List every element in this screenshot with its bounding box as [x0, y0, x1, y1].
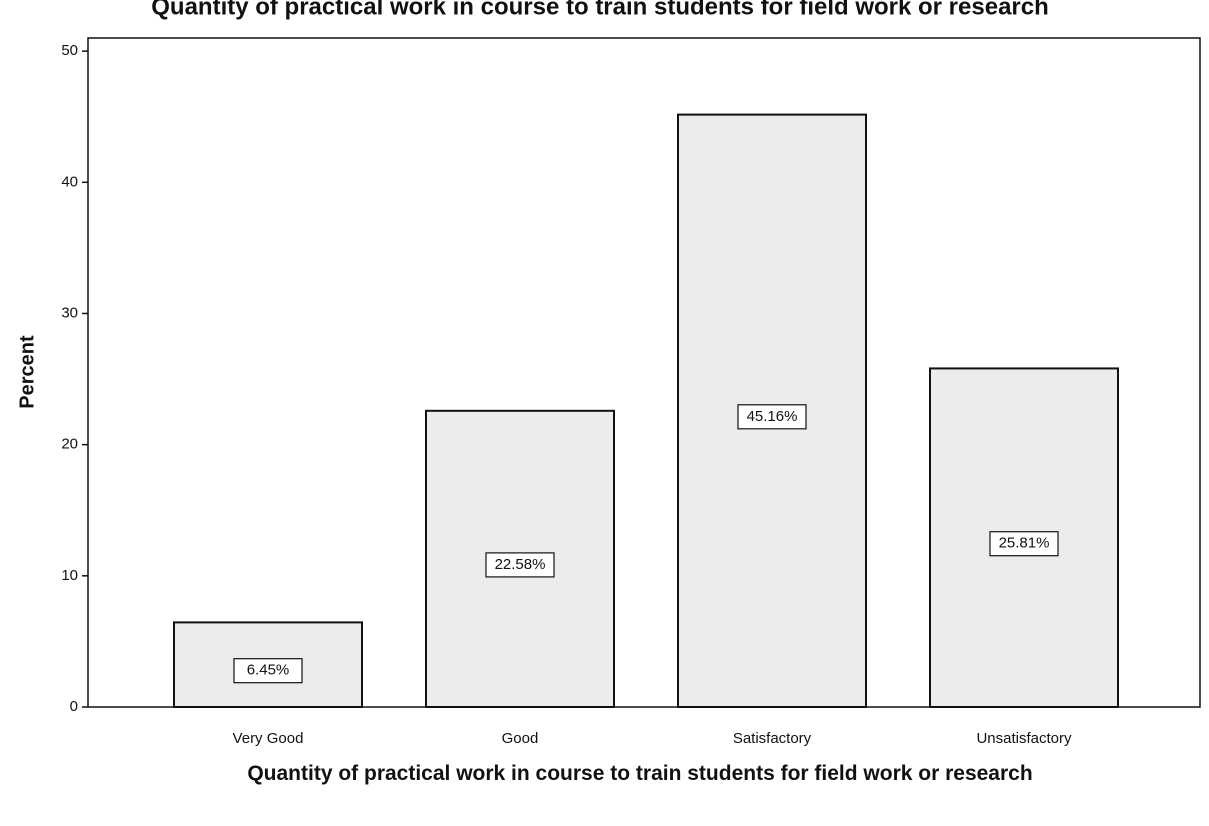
- value-label: 45.16%: [747, 408, 798, 425]
- x-tick-label: Satisfactory: [733, 730, 812, 747]
- y-tick-label: 40: [61, 173, 78, 190]
- x-axis-label: Quantity of practical work in course to …: [247, 762, 1033, 785]
- value-label-box: [737, 404, 807, 430]
- y-tick-label: 20: [61, 436, 78, 453]
- value-label-box: [989, 531, 1059, 557]
- value-label: 25.81%: [999, 535, 1050, 552]
- y-tick-label: 50: [61, 42, 78, 59]
- value-label-box: [233, 658, 303, 684]
- y-axis-label: Percent: [16, 335, 38, 409]
- plot-frame: [87, 37, 1201, 708]
- x-tick-label: Unsatisfactory: [976, 730, 1072, 747]
- y-tick-label: 0: [70, 698, 78, 715]
- x-tick-label: Very Good: [233, 730, 304, 747]
- x-tick-label: Good: [502, 730, 539, 747]
- value-label: 6.45%: [247, 662, 290, 679]
- chart-title: Quantity of practical work in course to …: [151, 0, 1049, 20]
- y-tick-label: 10: [61, 567, 78, 584]
- y-tick-label: 30: [61, 304, 78, 321]
- value-label-box: [485, 552, 555, 578]
- value-label: 22.58%: [495, 556, 546, 573]
